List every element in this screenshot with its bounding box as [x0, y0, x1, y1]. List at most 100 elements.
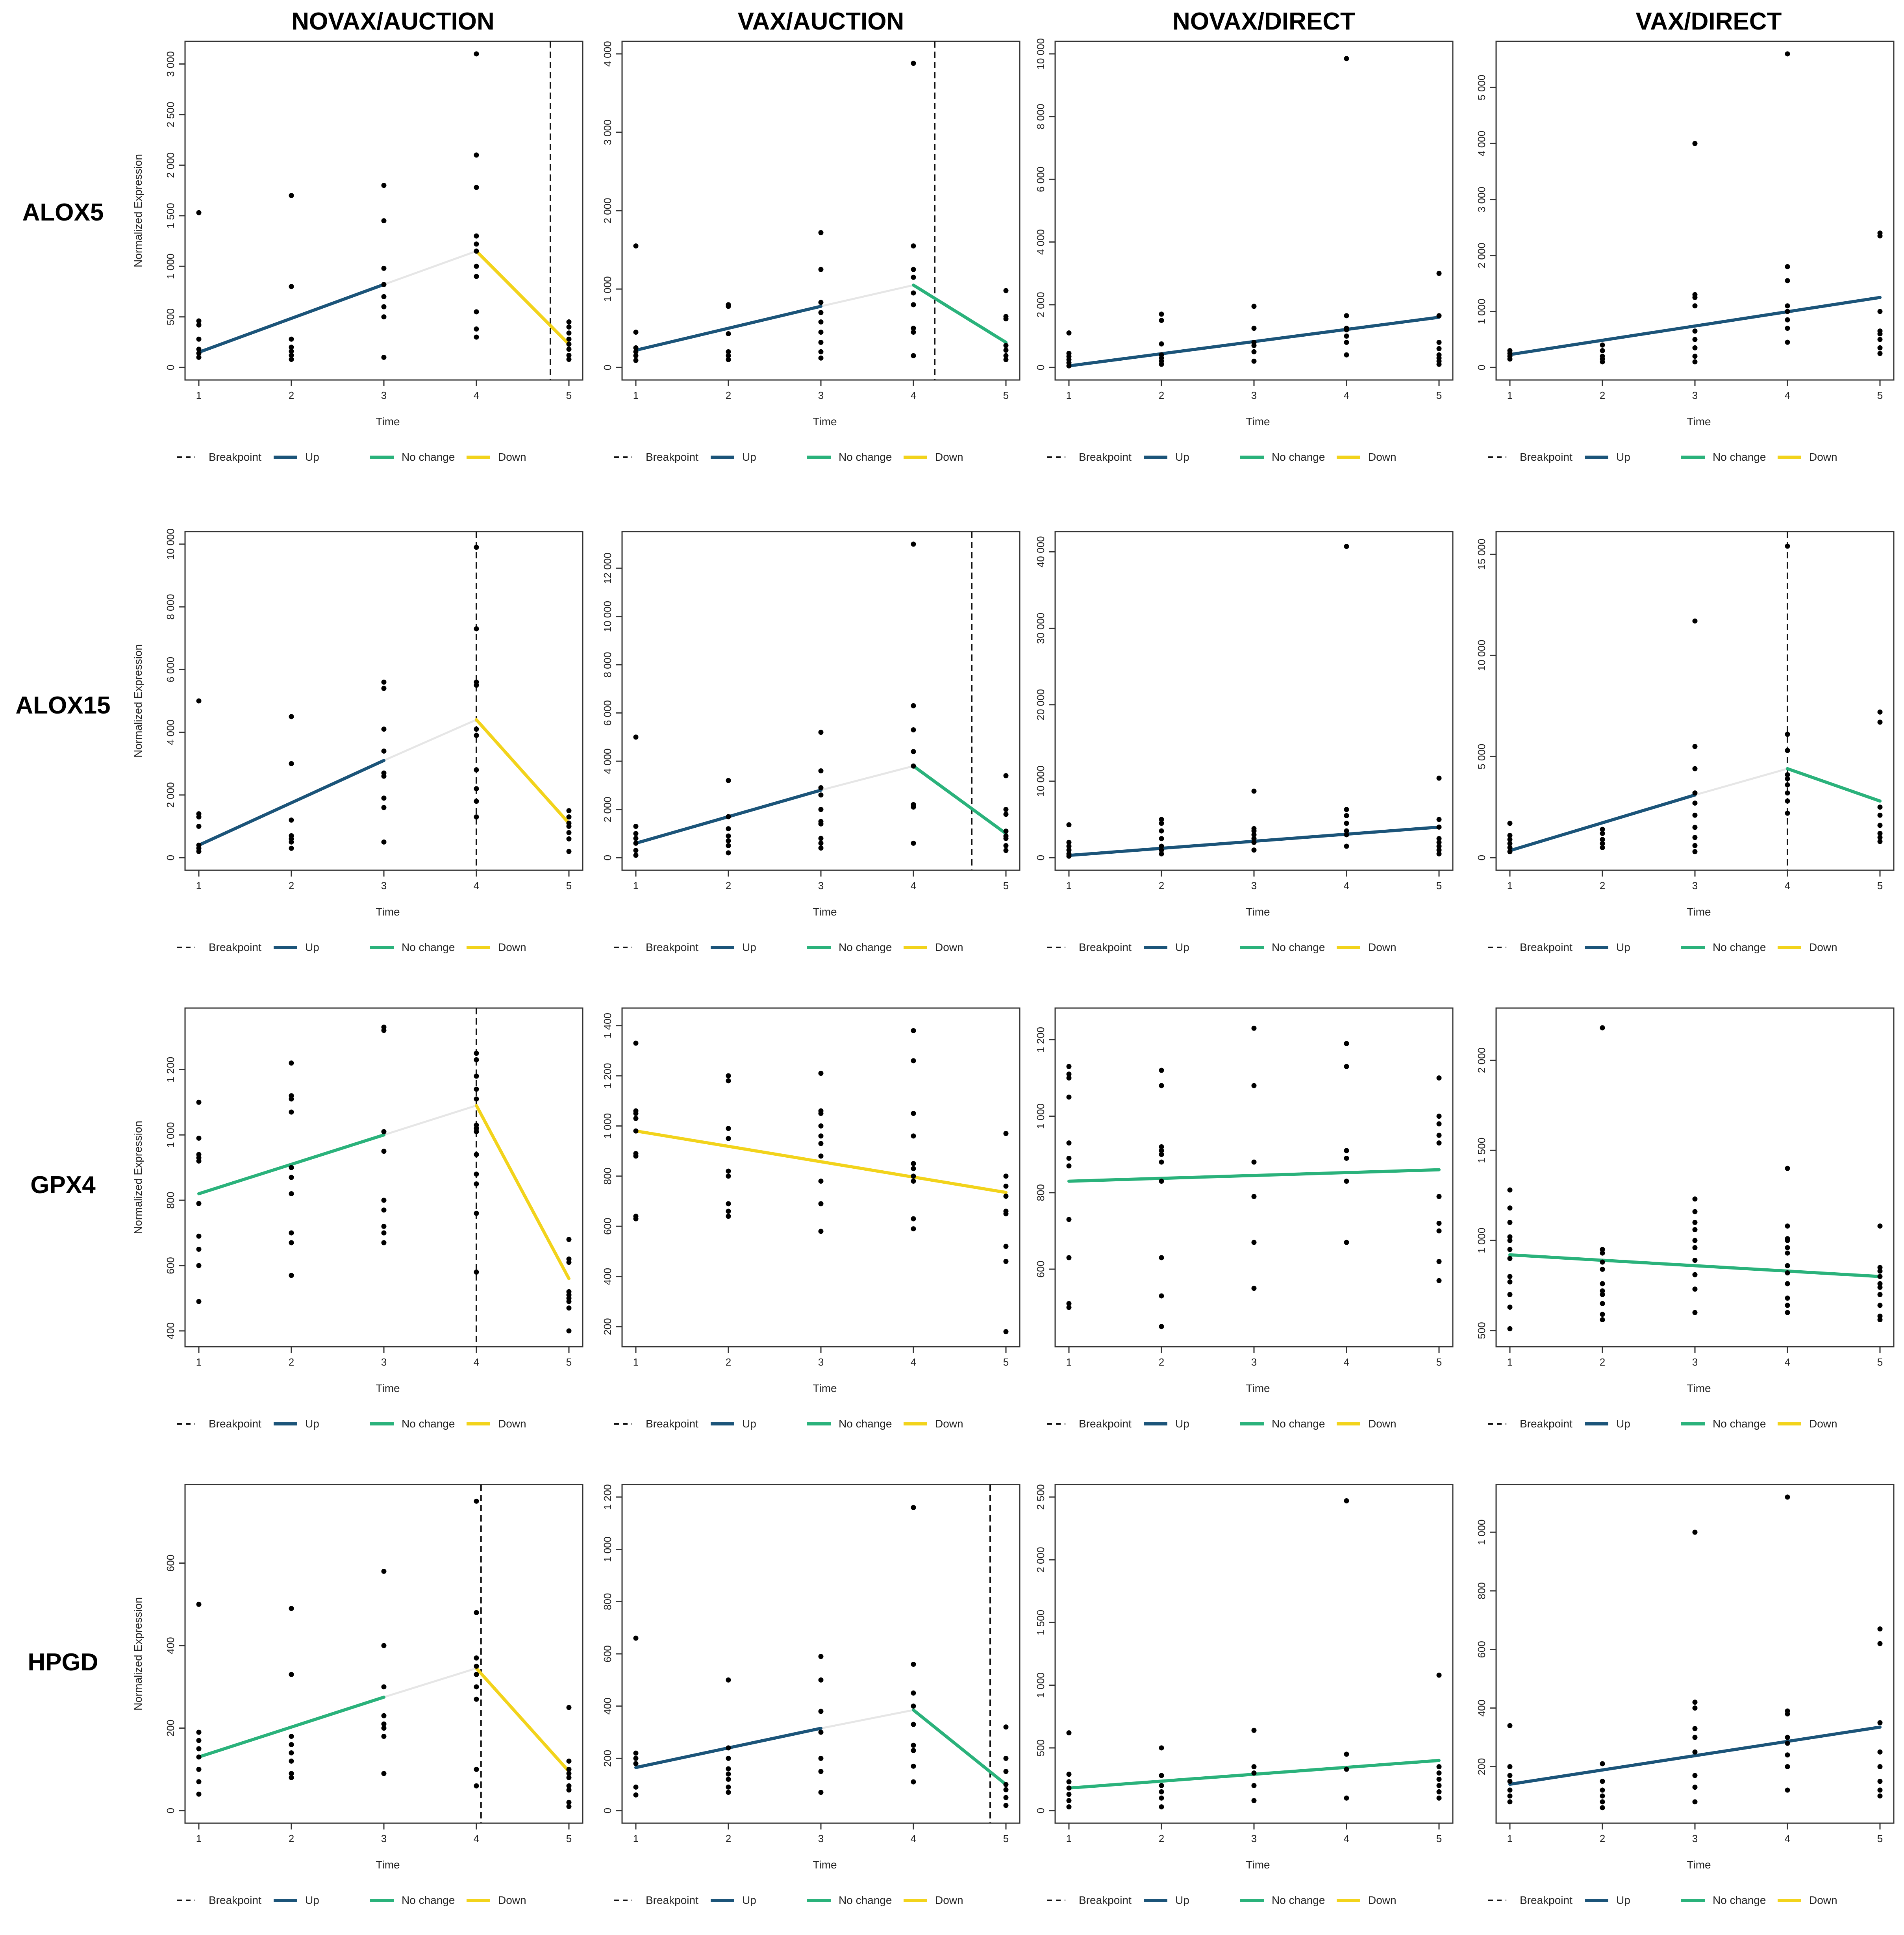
data-point — [818, 1654, 824, 1659]
x-tick-label: 2 — [726, 389, 731, 401]
data-point — [566, 1783, 572, 1789]
data-point — [566, 814, 572, 820]
data-point — [289, 1109, 294, 1115]
x-tick-label: 1 — [196, 1833, 202, 1844]
data-point — [1251, 788, 1257, 794]
data-point — [911, 1742, 916, 1748]
data-point — [1003, 1173, 1009, 1179]
legend-no-change-label: No change — [1272, 1418, 1325, 1430]
data-point — [911, 1166, 916, 1171]
data-point — [1003, 1208, 1009, 1214]
data-point — [1003, 1787, 1009, 1792]
data-point — [1692, 292, 1698, 297]
x-tick-label: 1 — [633, 389, 639, 401]
y-tick-label: 1 500 — [1476, 1138, 1487, 1163]
data-point — [1785, 1764, 1790, 1770]
data-point — [1785, 326, 1790, 331]
data-point — [1159, 1804, 1164, 1810]
data-point — [566, 1328, 572, 1334]
y-tick-label: 4 000 — [165, 719, 176, 745]
data-point — [1159, 1152, 1164, 1157]
trend-line-no-change — [197, 1133, 385, 1195]
data-point — [1507, 1234, 1513, 1240]
data-point — [1159, 1745, 1164, 1751]
data-point — [911, 1763, 916, 1769]
data-point — [196, 1233, 202, 1239]
data-point — [474, 679, 479, 685]
data-point — [911, 267, 916, 272]
data-point — [1344, 313, 1349, 319]
data-point — [381, 304, 387, 310]
data-point — [1507, 1274, 1513, 1279]
data-point — [726, 1766, 731, 1772]
data-point — [474, 248, 479, 254]
data-point — [1600, 342, 1605, 348]
data-point — [196, 842, 202, 848]
data-point — [1159, 836, 1164, 841]
data-point — [196, 210, 202, 215]
data-point — [474, 233, 479, 239]
data-point — [381, 1684, 387, 1690]
data-point — [1692, 1785, 1698, 1790]
legend: Breakpoint Up No change Down — [1047, 1418, 1397, 1430]
data-point — [1507, 1764, 1513, 1770]
data-point — [1877, 1779, 1883, 1784]
legend-down-label: Down — [498, 451, 526, 463]
data-point — [1600, 1281, 1605, 1286]
data-point — [289, 348, 294, 354]
data-point — [1003, 773, 1009, 778]
data-point — [1877, 351, 1883, 356]
trend-line-no-change — [1786, 767, 1882, 803]
data-point — [381, 770, 387, 776]
panel-hpgd-vax-auction: 0 200 400 600 800 1 000 1 200 1 2 3 4 5 Time Breakpoi… — [602, 1484, 1021, 1906]
data-point — [726, 814, 731, 819]
y-tick-label: 800 — [602, 1593, 613, 1610]
data-point — [911, 290, 916, 296]
plot-frame — [1495, 531, 1895, 871]
x-tick-label: 2 — [1159, 880, 1164, 892]
x-tick-label: 3 — [1692, 880, 1698, 892]
data-point — [289, 284, 294, 289]
data-point — [289, 1672, 294, 1677]
data-point — [1692, 835, 1698, 840]
data-point — [1344, 1766, 1349, 1772]
legend: Breakpoint Up No change Down — [1488, 451, 1837, 463]
legend-no-change-label: No change — [839, 451, 892, 463]
y-tick-label: 1 400 — [602, 1013, 613, 1038]
data-point — [566, 1289, 572, 1294]
plot-frame — [1495, 1007, 1895, 1347]
data-point — [1159, 843, 1164, 849]
legend-up-label: Up — [742, 1418, 756, 1430]
data-point — [1159, 1068, 1164, 1073]
x-tick-label: 1 — [1066, 880, 1072, 892]
data-point — [381, 1230, 387, 1236]
x-tick-label: 1 — [196, 389, 202, 401]
data-point — [1692, 1227, 1698, 1233]
data-point — [474, 1073, 479, 1079]
x-tick-label: 1 — [633, 880, 639, 892]
data-point — [474, 51, 479, 57]
data-point — [1877, 309, 1883, 314]
data-point — [818, 730, 824, 735]
panel-gpx4-novax-direct: 600 800 1 000 1 200 1 2 3 4 5 Time Breakpoint Up No … — [1035, 1007, 1454, 1430]
trend-line-no-change — [197, 1696, 385, 1759]
legend-down-label: Down — [1809, 451, 1837, 463]
plot-frame — [184, 41, 583, 381]
legend: Breakpoint Up No change Down — [614, 1894, 963, 1906]
data-point — [381, 1149, 387, 1154]
data-point — [1251, 1798, 1257, 1803]
legend-no-change-label: No change — [1713, 1418, 1766, 1430]
data-point — [381, 748, 387, 754]
data-point — [1344, 1179, 1349, 1184]
legend-down-label: Down — [1368, 451, 1397, 463]
x-tick-label: 5 — [1003, 1833, 1009, 1844]
data-point — [381, 805, 387, 810]
x-tick-label: 4 — [1344, 1356, 1349, 1368]
y-tick-label: 0 — [165, 855, 176, 860]
y-tick-label: 4 000 — [1035, 229, 1046, 255]
data-point — [289, 1734, 294, 1739]
x-tick-label: 2 — [726, 1356, 731, 1368]
y-tick-label: 12 000 — [602, 552, 613, 584]
legend-down-label: Down — [1809, 1418, 1837, 1430]
